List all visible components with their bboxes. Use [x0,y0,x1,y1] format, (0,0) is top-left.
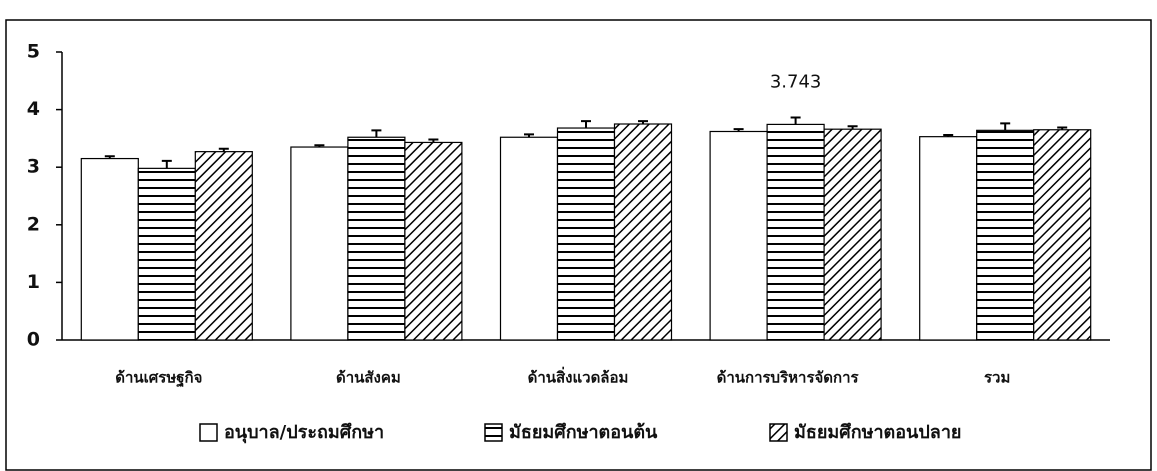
bar [499,136,559,341]
bar [976,129,1035,341]
error-bar [943,133,954,137]
bar [80,157,139,341]
error-bar [161,159,172,169]
bar [556,127,616,341]
error-bar [428,138,439,143]
y-tick-label: 1 [27,271,40,293]
bar [347,136,406,341]
y-tick-label: 4 [27,98,40,120]
error-bar [638,120,648,124]
error-bar [790,116,801,125]
y-tick-label: 0 [27,329,40,351]
y-tick-label: 3 [27,156,40,178]
error-bar [1000,122,1011,131]
legend-swatch [199,423,218,442]
error-bar [371,129,382,138]
x-tick-label: ด้านสิ่งแวดล้อม [528,367,629,387]
x-tick-label: ด้านการบริหารจัดการ [717,369,860,387]
error-bar [847,125,858,130]
bar [194,151,253,341]
bar [823,128,882,341]
error-bar [314,144,325,148]
error-bar [733,128,744,132]
value-label: 3.743 [770,71,822,92]
bar [404,141,463,341]
legend-swatch [484,423,503,442]
bar [290,146,349,341]
legend-swatch [769,423,788,442]
y-tick-label: 5 [27,41,40,63]
bar [709,130,768,341]
legend-label: มัธยมศึกษาตอนต้น [509,422,658,443]
error-bar [218,147,229,152]
bar [919,136,978,341]
error-bar [524,133,534,138]
x-tick-label: ด้านเศรษฐกิจ [115,369,202,388]
bar [1033,129,1092,341]
x-tick-label: ด้านสังคม [336,369,401,387]
legend-label: มัธยมศึกษาตอนปลาย [794,422,961,443]
bar [766,123,825,341]
x-tick-label: รวม [984,369,1010,387]
legend-label: อนุบาล/ประถมศึกษา [224,422,384,444]
error-bar [104,155,115,159]
error-bar [1057,126,1068,130]
chart-frame [5,19,1152,471]
bar [137,167,196,341]
error-bar [581,120,591,129]
y-tick-label: 2 [27,213,40,235]
bar [613,123,673,341]
